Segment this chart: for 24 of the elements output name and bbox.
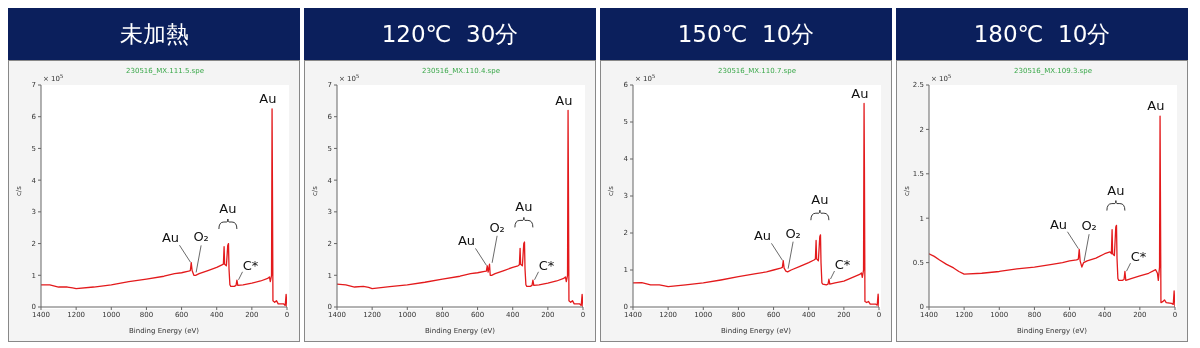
annotation: Au — [1107, 182, 1125, 198]
chart-title: 180℃ 10分 — [896, 8, 1188, 60]
annotation: O₂ — [1081, 218, 1097, 234]
annotation: Au — [1147, 98, 1165, 114]
annotation: O₂ — [193, 229, 209, 245]
chart-title: 150℃ 10分 — [600, 8, 892, 60]
annotation: C* — [242, 257, 259, 273]
annotation: O₂ — [489, 219, 505, 235]
annotation: Au — [811, 192, 829, 208]
annotation: Au — [753, 228, 772, 244]
annotation: Au — [259, 91, 277, 106]
annotation: C* — [538, 257, 555, 273]
annotation: O₂ — [785, 225, 801, 241]
annotation: C* — [1130, 249, 1147, 265]
annotation: Au — [161, 230, 180, 246]
annotation: Au — [515, 199, 533, 215]
annotation: Au — [1049, 216, 1068, 232]
annotation: Au — [851, 85, 869, 101]
annotation: Au — [555, 92, 573, 108]
chart-title: 120℃ 30分 — [304, 8, 596, 60]
chart-title: 未加熱 — [8, 8, 300, 60]
annotation: Au — [219, 201, 237, 216]
annotation: Au — [457, 233, 476, 249]
annotation: C* — [834, 257, 851, 272]
